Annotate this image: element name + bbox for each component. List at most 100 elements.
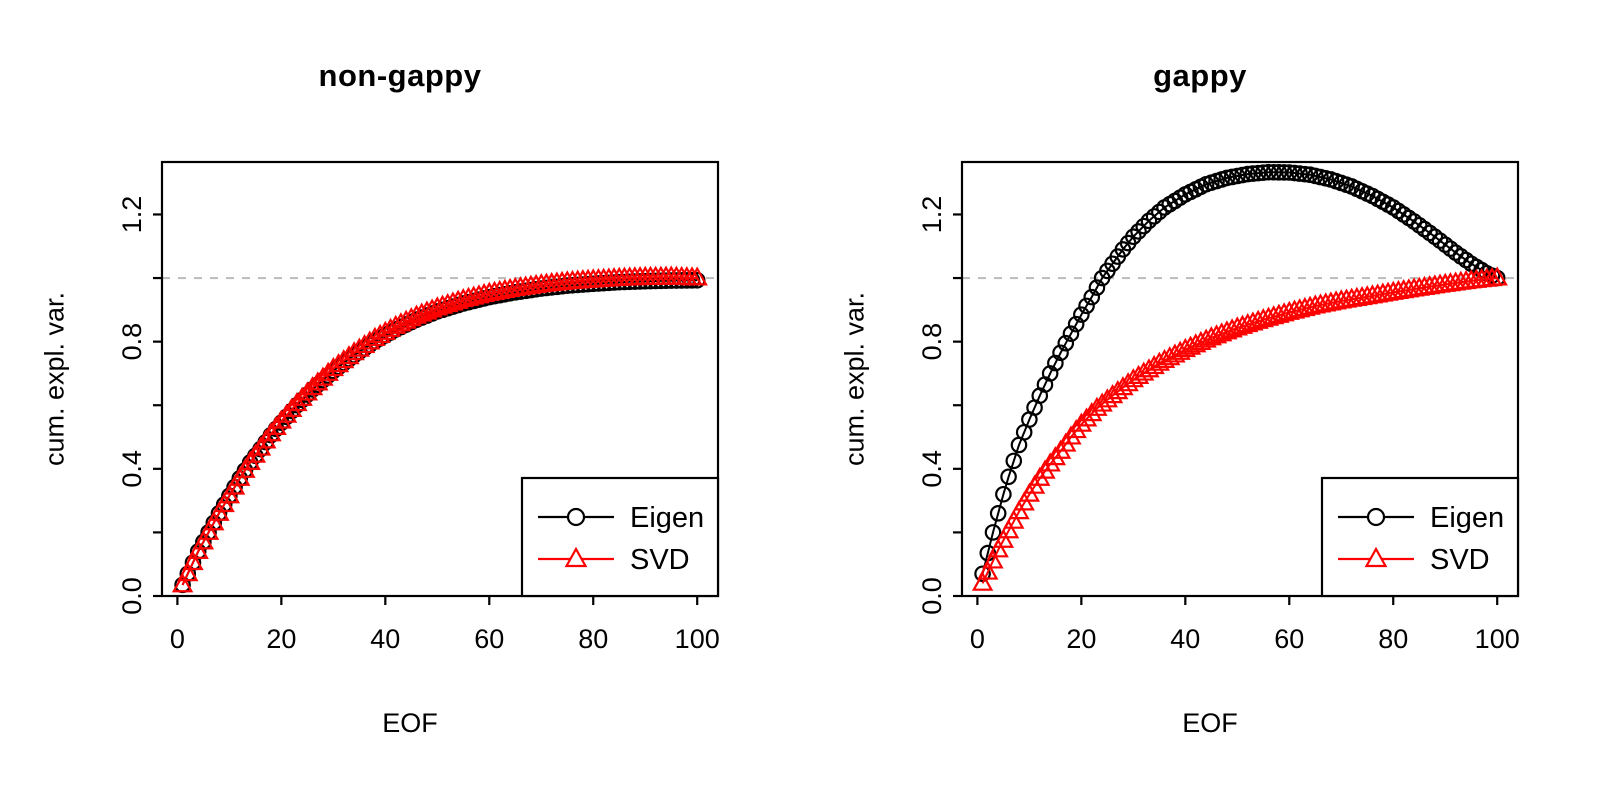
- marker-circle: [1280, 164, 1298, 181]
- marker-circle: [984, 524, 1002, 541]
- marker-triangle: [982, 549, 1004, 569]
- y-tick-label: 0.0: [117, 577, 147, 615]
- marker-triangle: [1081, 402, 1103, 422]
- legend-marker-triangle: [1364, 546, 1388, 568]
- x-axis-label: EOF: [1182, 708, 1238, 738]
- marker-triangle: [286, 391, 308, 412]
- x-tick-label: 60: [1274, 624, 1304, 654]
- marker-triangle: [203, 511, 225, 531]
- marker-triangle: [1039, 452, 1061, 472]
- legend-label: Eigen: [1430, 502, 1504, 534]
- marker-triangle: [987, 538, 1009, 558]
- x-tick-label: 0: [170, 624, 185, 654]
- marker-triangle: [992, 528, 1015, 548]
- legend-marker-circle: [1366, 507, 1386, 527]
- marker-circle: [1254, 164, 1272, 181]
- marker-circle: [1151, 203, 1168, 221]
- marker-triangle: [1148, 351, 1170, 371]
- marker-triangle: [1060, 425, 1082, 445]
- marker-triangle: [301, 376, 324, 396]
- plot-svg-non-gappy: 0 20 40 60 80 100 0.0 0.4 0.8 1.2 Eigen SVD: [117, 160, 720, 654]
- marker-triangle: [1065, 419, 1087, 439]
- marker-circle: [1125, 228, 1142, 246]
- marker-triangle: [1127, 364, 1150, 384]
- marker-triangle: [312, 366, 334, 386]
- x-tick-label: 40: [370, 624, 400, 654]
- marker-triangle: [364, 326, 386, 346]
- marker-triangle: [192, 530, 215, 550]
- x-tick-label: 100: [1475, 624, 1520, 654]
- marker-circle: [974, 565, 991, 583]
- marker-triangle: [1153, 348, 1176, 369]
- marker-circle: [1296, 165, 1314, 183]
- marker-triangle: [359, 330, 381, 350]
- marker-triangle: [265, 415, 287, 435]
- marker-triangle: [1122, 368, 1145, 388]
- legend-marker-triangle: [564, 546, 588, 568]
- marker-triangle: [369, 323, 391, 343]
- marker-circle: [1270, 164, 1288, 181]
- x-tick-label: 80: [578, 624, 608, 654]
- marker-triangle: [379, 317, 402, 337]
- x-tick-label: 20: [1066, 624, 1096, 654]
- legend-label: SVD: [630, 544, 690, 576]
- marker-triangle: [1164, 343, 1186, 363]
- marker-circle: [989, 505, 1007, 522]
- marker-circle: [1286, 164, 1303, 182]
- marker-circle: [1073, 306, 1090, 323]
- marker-triangle: [1159, 346, 1181, 366]
- x-tick-label: 80: [1378, 624, 1408, 654]
- marker-circle: [1067, 315, 1085, 333]
- y-tick-label: 0.0: [917, 577, 947, 615]
- marker-circle: [1000, 468, 1017, 486]
- x-axis-label: EOF: [382, 708, 438, 738]
- panel-gappy: gappy cum. expl. var. EOF 0 20 40 60 80 100 0.…: [800, 0, 1600, 800]
- marker-circle: [1291, 165, 1308, 182]
- marker-triangle: [997, 519, 1020, 539]
- marker-circle: [1047, 354, 1064, 372]
- legend-marker-circle: [566, 507, 586, 527]
- marker-triangle: [182, 550, 204, 571]
- marker-triangle: [197, 520, 220, 540]
- y-tick-label: 1.2: [117, 196, 147, 234]
- legend: Eigen SVD: [1320, 476, 1520, 598]
- marker-triangle: [296, 381, 319, 401]
- legend: Eigen SVD: [520, 476, 720, 598]
- marker-circle: [1140, 212, 1158, 230]
- x-tick-label: 100: [675, 624, 720, 654]
- marker-triangle: [686, 266, 708, 286]
- series-svd: [971, 266, 1508, 591]
- marker-circle: [1249, 164, 1267, 182]
- x-tick-label: 40: [1170, 624, 1200, 654]
- y-tick-label: 0.4: [117, 450, 147, 488]
- marker-triangle: [1003, 509, 1025, 529]
- marker-circle: [1130, 223, 1147, 240]
- marker-triangle: [1070, 412, 1093, 432]
- marker-triangle: [307, 371, 329, 391]
- marker-circle: [1062, 325, 1080, 342]
- marker-triangle: [281, 397, 303, 417]
- marker-circle: [1135, 217, 1153, 235]
- y-tick-label: 0.4: [917, 450, 947, 488]
- marker-circle: [1260, 163, 1277, 181]
- legend-label: Eigen: [630, 502, 704, 534]
- series-eigen: [974, 163, 1506, 583]
- marker-triangle: [1138, 358, 1160, 378]
- panel-non-gappy: non-gappy cum. expl. var. EOF 0 20 40 60 80 1…: [40, 58, 720, 738]
- marker-circle: [1005, 452, 1023, 470]
- marker-triangle: [1486, 266, 1508, 286]
- marker-triangle: [260, 422, 282, 442]
- marker-circle: [1088, 279, 1106, 296]
- marker-triangle: [270, 409, 293, 429]
- marker-circle: [995, 485, 1012, 503]
- marker-triangle: [1044, 446, 1067, 466]
- marker-triangle: [291, 386, 313, 406]
- marker-triangle: [1133, 361, 1155, 381]
- marker-triangle: [1143, 354, 1165, 375]
- marker-circle: [1265, 163, 1282, 181]
- marker-circle: [1244, 165, 1262, 182]
- marker-circle: [1052, 344, 1069, 362]
- marker-circle: [1078, 297, 1095, 315]
- marker-circle: [1083, 288, 1101, 306]
